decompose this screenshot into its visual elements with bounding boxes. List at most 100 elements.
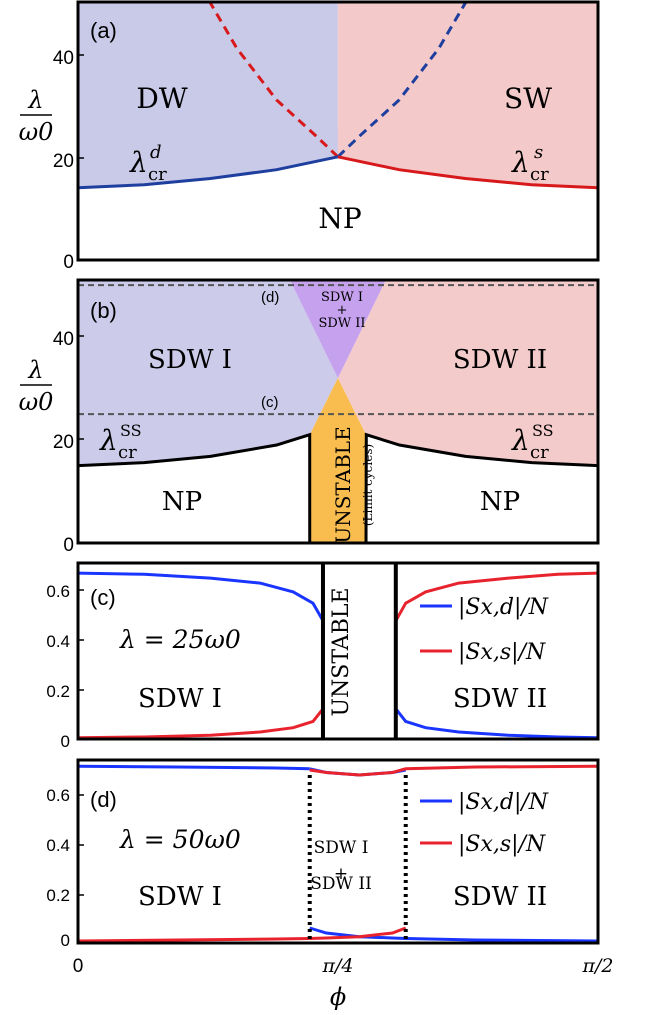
- region-label-np: NP: [318, 202, 361, 235]
- series-group-d: [77, 764, 599, 943]
- panel-label-c: (c): [90, 585, 116, 610]
- legend-label-sxd-c: |Sx,d|/N: [458, 595, 549, 620]
- panel-label-b: (b): [90, 298, 117, 323]
- red-dashed-boundary: [208, 2, 339, 158]
- panel-c: 0.6 0.4 0.2 0 (c) λ = 25ω0 SDW I SDW II …: [46, 561, 600, 751]
- x-axis-label: ϕ: [330, 983, 346, 1011]
- unstable-label: UNSTABLE: [331, 426, 355, 543]
- ytick-label-d-0: 0: [61, 931, 70, 950]
- svg-text:λ: λ: [129, 146, 148, 179]
- svg-text:cr: cr: [530, 164, 549, 185]
- series-segment-d-5: [309, 764, 599, 777]
- overlap-label-bottom-d: SDW II: [310, 874, 372, 894]
- legend-c: |Sx,d|/N |Sx,s|/N: [420, 595, 549, 665]
- xtick-label-0: 0: [73, 956, 84, 977]
- ytick-label-a-40: 40: [53, 48, 74, 69]
- ytick-label-b-40: 40: [53, 329, 74, 350]
- panel-d-bg: [78, 760, 598, 943]
- sdw1-region: [78, 280, 338, 466]
- svg-text:cr: cr: [530, 442, 549, 463]
- svg-text:λ: λ: [511, 146, 530, 179]
- series-segment-d-4: [309, 926, 407, 940]
- lambda-value-d: λ = 50ω0: [119, 825, 241, 854]
- dashed-line-label-c: (c): [261, 394, 279, 411]
- ytick-label-c-06: 0.6: [46, 582, 70, 601]
- lambda-value-c: λ = 25ω0: [119, 625, 241, 654]
- svg-text:ω0: ω0: [19, 388, 54, 416]
- unstable-region: [309, 377, 367, 543]
- svg-text:ω0: ω0: [19, 118, 54, 146]
- legend-d: |Sx,d|/N |Sx,s|/N: [420, 790, 549, 857]
- ylabel-b: λ ω0: [19, 356, 54, 416]
- sdw2-region: [337, 280, 598, 466]
- legend-label-sxd-d: |Sx,d|/N: [458, 790, 549, 815]
- series-segment-d-3: [77, 937, 310, 943]
- dashed-line-label-d: (d): [261, 289, 279, 306]
- region-label-sw: SW: [504, 82, 552, 115]
- series-segment-d-0: [77, 764, 310, 771]
- blue-dashed-boundary: [336, 2, 468, 158]
- overlap-label-top: SDW I: [321, 290, 363, 305]
- ytick-label-c-02: 0.2: [46, 682, 70, 701]
- limit-cycles-label: (Limit cycles): [361, 444, 375, 526]
- panel-c-frame: [76, 561, 600, 741]
- panel-label-a: (a): [90, 18, 117, 43]
- svg-text:λ: λ: [511, 424, 530, 457]
- svg-text:λ: λ: [27, 356, 43, 384]
- svg-text:λ: λ: [99, 424, 118, 457]
- overlap-label-plus: +: [337, 303, 348, 318]
- region-label-sdw1-c: SDW I: [138, 684, 222, 714]
- svg-text:cr: cr: [118, 442, 137, 463]
- svg-text:d: d: [150, 142, 162, 163]
- lambda-cr-ss-label-right: λ cr SS: [511, 421, 554, 463]
- sw-region: [337, 2, 598, 188]
- ytick-label-b-0: 0: [63, 535, 74, 556]
- unstable-box-c: [322, 563, 396, 739]
- svg-text:cr: cr: [148, 164, 167, 185]
- ytick-label-c-04: 0.4: [46, 632, 70, 651]
- panel-b-frame: [76, 278, 600, 545]
- panel-d: 0.6 0.4 0.2 0 (d) λ = 50ω0 SDW I SDW II …: [46, 758, 614, 1011]
- dw-region: [78, 2, 338, 188]
- region-label-dw: DW: [136, 82, 187, 115]
- region-label-np-left: NP: [162, 487, 202, 517]
- svg-text:SS: SS: [120, 421, 142, 440]
- ytick-label-c-0: 0: [61, 732, 70, 751]
- region-label-sdw2-c: SDW II: [453, 684, 547, 714]
- legend-label-sxs-d: |Sx,s|/N: [458, 832, 546, 857]
- overlap-label-bottom: SDW II: [318, 316, 365, 331]
- ytick-label-b-20: 20: [53, 432, 74, 453]
- svg-text:s: s: [534, 142, 543, 163]
- ytick-label-d-02: 0.2: [46, 886, 70, 905]
- xtick-label-pi4: π/4: [322, 955, 354, 977]
- ylabel-a: λ ω0: [19, 86, 54, 146]
- legend-label-sxs-c: |Sx,s|/N: [458, 640, 546, 665]
- svg-text:SS: SS: [532, 421, 554, 440]
- lambda-cr-ss-boundary: [78, 432, 598, 543]
- panel-a: 40 20 0 (a) DW SW NP λ cr d λ cr s λ ω0: [19, 0, 600, 273]
- panel-d-frame: [76, 758, 600, 945]
- sdw-overlap-region: [289, 280, 386, 378]
- panel-label-d: (d): [90, 787, 117, 812]
- ytick-label-d-06: 0.6: [46, 786, 70, 805]
- region-label-np-right: NP: [480, 487, 520, 517]
- ytick-label-a-20: 20: [53, 151, 74, 172]
- ytick-label-d-04: 0.4: [46, 836, 70, 855]
- region-label-sdw1-d: SDW I: [138, 882, 222, 912]
- lambda-cr-s-curve: [337, 155, 598, 190]
- lambda-cr-d-label: λ cr d: [129, 142, 167, 185]
- xtick-label-pi2: π/2: [582, 955, 614, 977]
- lambda-cr-ss-label-left: λ cr SS: [99, 421, 142, 463]
- overlap-label-plus-d: +: [334, 864, 348, 884]
- lambda-cr-s-label: λ cr s: [511, 142, 549, 185]
- panel-a-frame: [76, 0, 600, 262]
- overlap-label-top-d: SDW I: [314, 838, 369, 858]
- svg-text:λ: λ: [27, 86, 43, 114]
- ytick-label-a-0: 0: [63, 252, 74, 273]
- panel-b: 40 20 0 (b) (d) (c) SDW I SDW II NP NP S…: [19, 278, 600, 556]
- region-label-sdw1: SDW I: [148, 345, 232, 375]
- unstable-label-c: UNSTABLE: [329, 587, 354, 716]
- region-label-sdw2-d: SDW II: [453, 882, 547, 912]
- region-label-sdw2: SDW II: [453, 345, 547, 375]
